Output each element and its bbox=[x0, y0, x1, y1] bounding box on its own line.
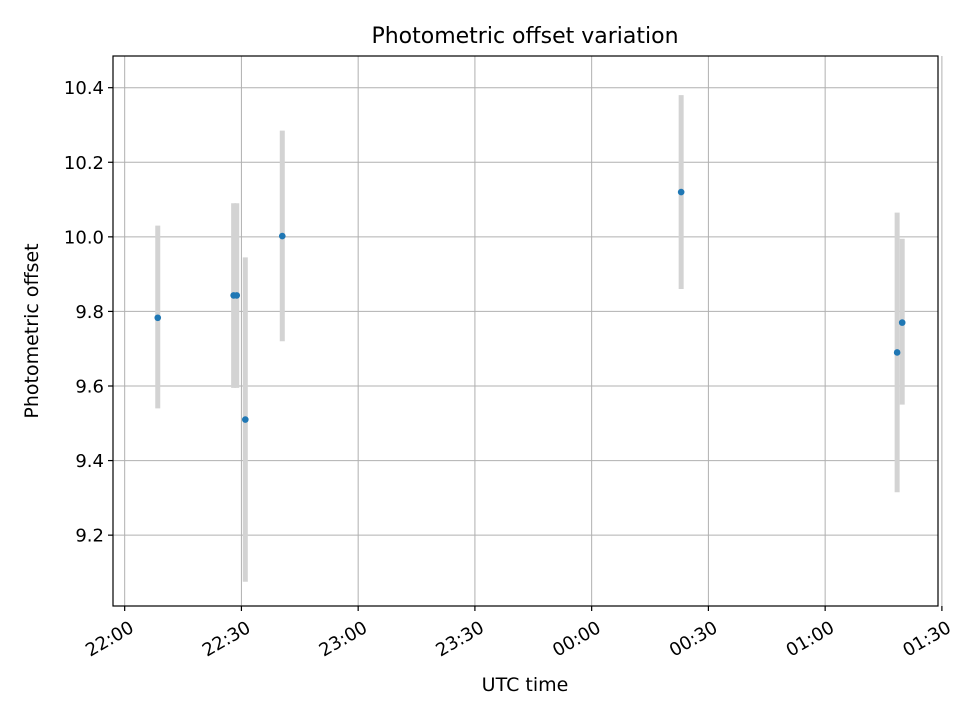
y-tick-label: 10.0 bbox=[64, 227, 104, 248]
y-tick-label: 9.6 bbox=[75, 377, 104, 398]
data-point bbox=[898, 319, 906, 326]
data-point bbox=[233, 292, 241, 299]
y-tick-label: 9.8 bbox=[75, 302, 104, 323]
chart-title: Photometric offset variation bbox=[371, 24, 678, 49]
plot-frame bbox=[112, 55, 939, 607]
y-axis-label: Photometric offset bbox=[21, 243, 43, 418]
y-tick-label: 9.4 bbox=[75, 451, 104, 472]
grid-lines bbox=[113, 56, 943, 606]
data-point bbox=[278, 232, 286, 240]
y-tick-label: 10.4 bbox=[64, 78, 104, 99]
y-tick-label: 10.2 bbox=[64, 153, 104, 174]
data-point bbox=[154, 314, 162, 322]
y-tick-label: 9.2 bbox=[75, 526, 104, 547]
data-point bbox=[893, 349, 901, 356]
data-points bbox=[154, 188, 960, 423]
data-point bbox=[242, 416, 249, 423]
x-axis-label: UTC time bbox=[482, 674, 569, 696]
data-point bbox=[677, 188, 685, 196]
